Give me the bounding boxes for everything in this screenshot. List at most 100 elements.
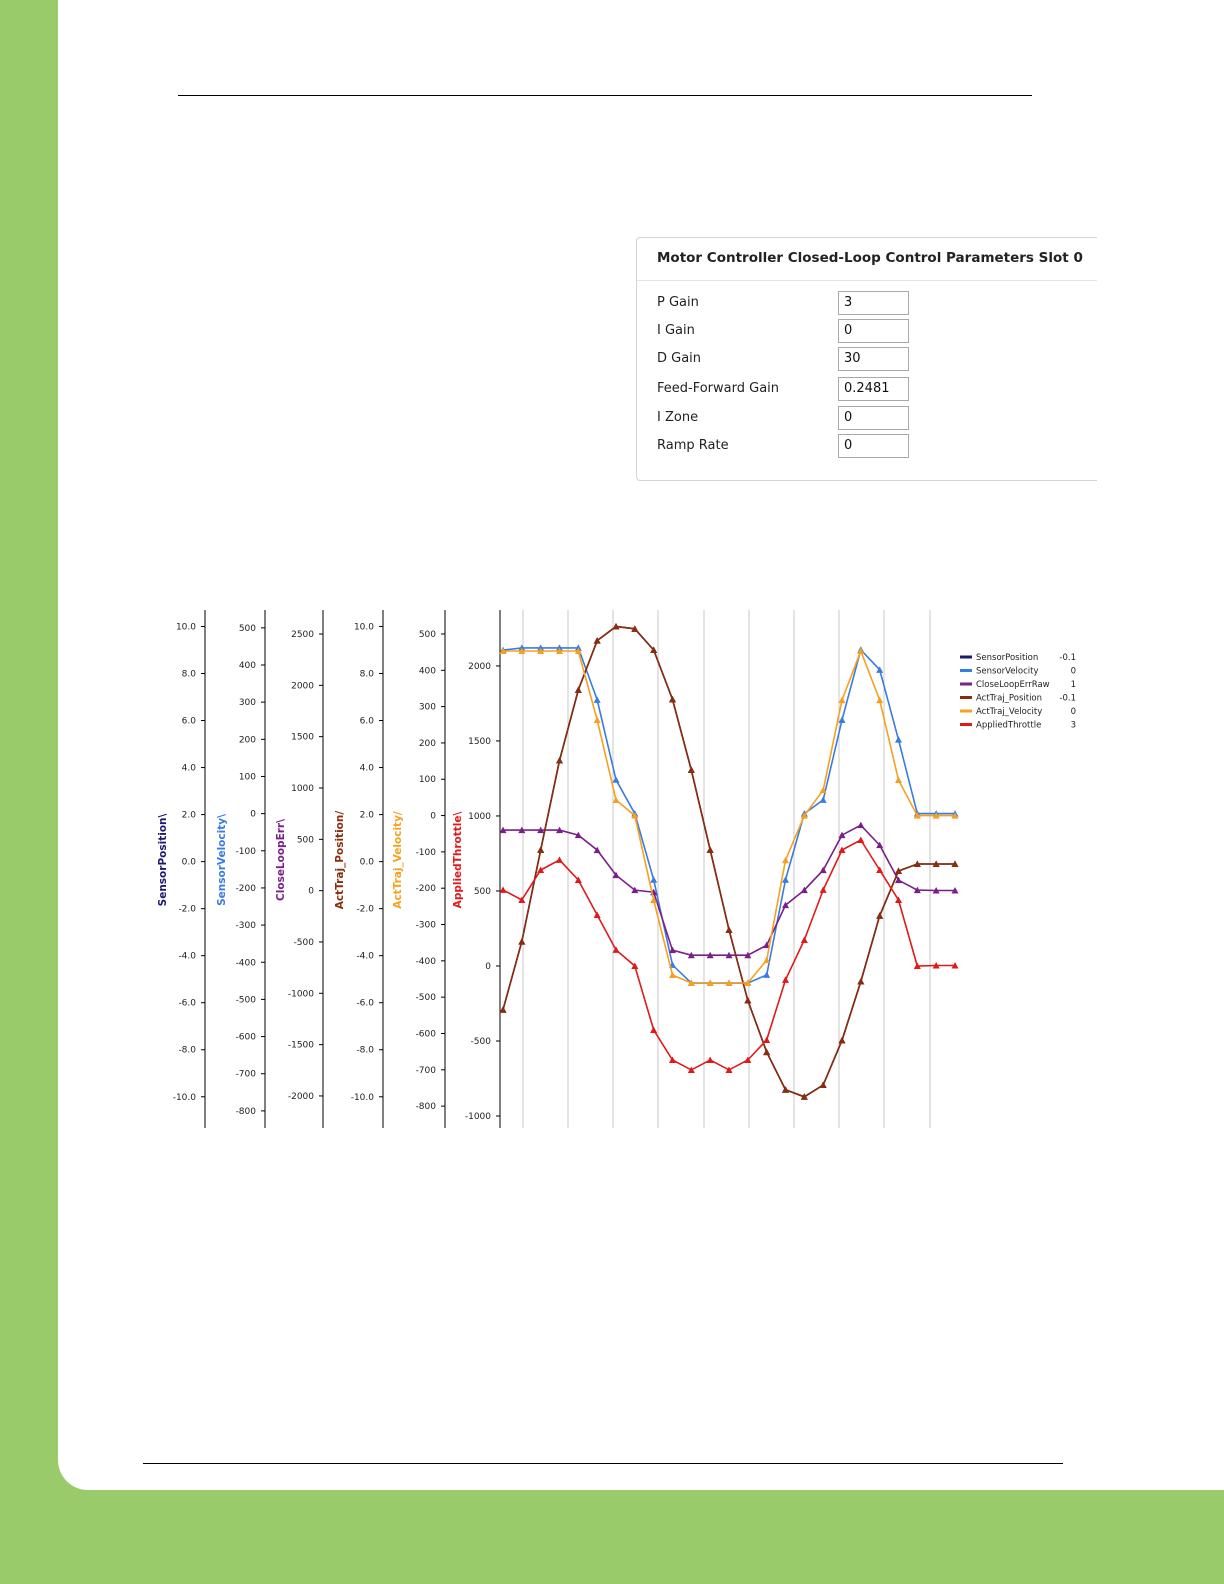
y-tick-label: -700 [416,1066,437,1076]
y-tick-label: -8.0 [356,1046,374,1056]
series-marker [819,1081,827,1089]
param-input[interactable]: 0.2481 [838,377,909,401]
legend-value: -0.1 [1059,653,1076,663]
series-marker [725,1066,733,1073]
param-input[interactable]: 0 [838,319,909,343]
series-marker [687,979,695,986]
y-axis-title: AppliedThrottle\ [452,812,464,909]
series-marker [838,1036,846,1044]
series-marker [932,860,940,867]
series-marker [518,826,526,834]
series-marker [706,951,714,959]
y-tick-label: -600 [236,1033,257,1043]
y-tick-label: 2.0 [182,811,197,821]
param-label: Feed-Forward Gain [657,381,780,396]
y-tick-label: 2.0 [360,811,375,821]
series-marker [556,856,563,863]
series-marker [838,831,846,839]
y-tick-label: 0 [485,962,491,972]
series-marker [782,856,789,864]
y-tick-label: -1000 [465,1112,491,1122]
y-tick-label: 2000 [468,662,491,672]
series-marker [895,867,902,875]
y-tick-label: -100 [416,848,437,858]
series-marker [631,812,639,819]
y-tick-label: 300 [419,703,436,713]
series-marker [499,826,507,834]
series-marker [612,776,620,783]
page-body [58,0,1224,1490]
series-marker [913,860,921,867]
y-tick-label: 6.0 [182,717,197,727]
y-tick-label: 2500 [291,630,314,640]
y-tick-label: -8.0 [178,1046,196,1056]
series-marker [800,886,808,894]
series-marker [537,647,545,655]
y-tick-label: -500 [471,1037,492,1047]
y-tick-label: -6.0 [356,999,374,1009]
series-marker [499,886,507,893]
y-tick-label: 0 [430,812,436,822]
series-marker [895,776,902,783]
y-tick-label: 1000 [468,812,491,822]
legend-label: AppliedThrottle [976,721,1041,731]
series-marker [669,971,676,979]
y-tick-label: 0 [308,887,314,897]
legend-label: SensorPosition [976,653,1038,663]
panel-title: Motor Controller Closed-Loop Control Par… [657,250,1083,266]
y-axis-title: ActTraj_Velocity/ [392,811,404,909]
y-tick-label: -800 [236,1107,257,1117]
y-tick-label: 10.0 [354,622,374,632]
y-tick-label: 500 [239,624,256,634]
series-marker [744,996,752,1004]
y-tick-label: -200 [236,884,257,894]
series-marker [782,976,789,983]
series-marker [932,887,940,894]
series-marker [913,812,921,819]
series-marker [669,695,676,703]
plot-dividers [522,610,931,1128]
y-tick-label: 500 [474,887,491,897]
y-tick-label: -600 [416,1029,437,1039]
param-input[interactable]: 3 [838,291,909,315]
y-tick-label: -500 [294,938,315,948]
series-marker [612,796,620,803]
series-marker [669,946,676,954]
param-input[interactable]: 0 [838,434,909,458]
y-tick-label: -100 [236,847,257,857]
series-marker [951,860,959,867]
y-tick-label: -2000 [288,1092,314,1102]
y-tick-label: -1500 [288,1041,314,1051]
series-marker [819,866,827,874]
series-marker [687,1066,695,1073]
series-marker [800,936,808,944]
series-marker [650,646,658,653]
series-marker [706,1056,714,1064]
series-marker [838,846,846,854]
series-marker [819,786,827,794]
series-marker [612,946,620,953]
y-axis-title: SensorPosition\ [157,813,169,906]
y-tick-label: -300 [236,921,257,931]
series-marker [725,926,733,933]
series-marker [857,821,865,829]
legend-label: CloseLoopErrRaw [976,680,1050,690]
series-line [503,824,955,956]
series-marker [763,941,771,949]
series-marker [650,876,658,883]
y-tick-label: -500 [416,993,437,1003]
series-marker [800,812,808,819]
series-marker [744,979,752,986]
param-input[interactable]: 0 [838,406,909,430]
series-marker [932,812,940,819]
series-marker [593,637,601,644]
series-marker [951,962,959,969]
series-marker [499,1006,507,1013]
y-tick-label: 200 [419,739,436,749]
param-input[interactable]: 30 [838,347,909,371]
series-marker [763,1036,771,1043]
y-tick-label: 8.0 [360,669,375,679]
y-tick-label: -10.0 [351,1093,375,1103]
